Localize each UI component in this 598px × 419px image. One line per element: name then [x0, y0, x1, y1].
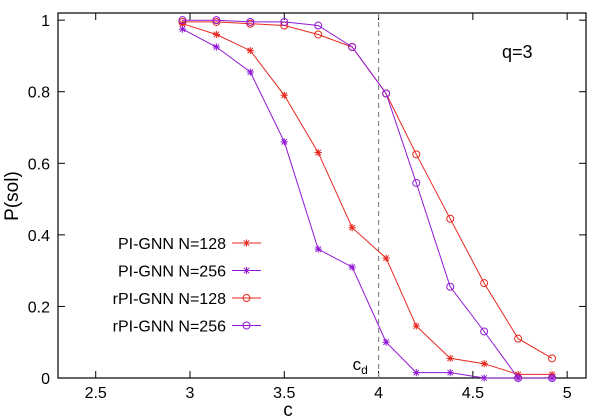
plot-frame	[57, 12, 587, 379]
x-tick-label: 4	[374, 385, 383, 402]
y-axis-label: P(sol)	[2, 171, 23, 221]
data-point	[548, 374, 557, 382]
y-axis-ticks: 0 0.2 0.4 0.6 0.8 1	[28, 13, 586, 388]
data-point	[280, 91, 288, 99]
data-point	[382, 89, 391, 98]
data-point	[348, 224, 356, 232]
legend-item: rPI-GNN N=256	[113, 319, 261, 336]
data-point	[480, 374, 488, 382]
annotation-q: q=3	[502, 42, 533, 62]
x-tick-label: 4.5	[462, 385, 484, 402]
data-point	[314, 245, 322, 253]
data-point	[514, 334, 523, 343]
legend-label: PI-GNN N=128	[118, 236, 226, 253]
critical-c-label-sub: d	[361, 363, 368, 377]
legend-label: rPI-GNN N=256	[113, 319, 226, 336]
data-point	[314, 21, 323, 30]
data-point	[178, 16, 187, 25]
y-tick-label: 0.2	[28, 299, 50, 316]
y-tick-label: 0.6	[28, 156, 50, 173]
data-point	[280, 17, 289, 26]
data-point	[412, 322, 420, 330]
data-point	[480, 279, 489, 288]
legend-marker	[242, 294, 251, 302]
data-point	[348, 42, 357, 51]
series-line	[182, 21, 553, 359]
data-point	[314, 148, 322, 157]
data-point	[212, 16, 221, 25]
critical-c-label: cd	[353, 355, 368, 377]
data-point	[382, 254, 390, 262]
legend-item: PI-GNN N=128	[118, 236, 261, 253]
data-point	[412, 150, 421, 159]
data-point	[446, 354, 454, 362]
series-layer	[178, 16, 557, 382]
data-point	[348, 263, 356, 271]
data-point	[212, 43, 220, 51]
series-3	[178, 17, 557, 363]
data-point	[480, 327, 489, 336]
data-point	[246, 68, 254, 76]
series-line	[182, 28, 553, 379]
x-axis-label: c	[283, 400, 293, 419]
x-tick-label: 2.5	[85, 385, 107, 402]
series-2	[178, 25, 556, 382]
data-point	[212, 30, 220, 39]
series-4	[178, 16, 557, 382]
data-point	[412, 178, 421, 187]
legend-marker	[242, 321, 251, 330]
data-point	[548, 354, 557, 363]
data-point	[446, 369, 454, 377]
data-point	[446, 282, 455, 291]
data-point	[314, 30, 323, 39]
x-axis-ticks: 2.5 3 3.5 4 4.5 5	[85, 13, 572, 402]
y-tick-label: 1	[41, 13, 50, 30]
x-tick-label: 3.5	[273, 385, 295, 402]
legend-label: rPI-GNN N=128	[113, 291, 226, 308]
data-point	[382, 338, 390, 346]
data-point	[480, 360, 488, 368]
series-line	[182, 23, 553, 375]
y-tick-label: 0.8	[28, 85, 50, 102]
data-point	[178, 25, 187, 33]
y-tick-label: 0.4	[28, 228, 50, 245]
legend: PI-GNN N=128 PI-GNN N=256 rPI-GNN N=128 rPI…	[113, 236, 261, 336]
series-1	[178, 20, 556, 379]
legend-marker	[242, 266, 251, 275]
data-point	[280, 138, 288, 146]
data-point	[246, 46, 254, 55]
data-point	[246, 17, 255, 26]
x-tick-label: 3	[186, 385, 195, 402]
legend-label: PI-GNN N=256	[118, 264, 226, 281]
x-tick-label: 5	[563, 385, 572, 402]
data-point	[514, 374, 523, 382]
critical-c-label-main: c	[353, 355, 362, 374]
data-point	[446, 214, 455, 223]
legend-item: PI-GNN N=256	[118, 264, 261, 281]
data-point	[412, 369, 420, 377]
series-line	[182, 19, 553, 379]
legend-marker	[242, 239, 251, 247]
y-tick-label: 0	[41, 371, 50, 388]
legend-item: rPI-GNN N=128	[113, 291, 261, 308]
